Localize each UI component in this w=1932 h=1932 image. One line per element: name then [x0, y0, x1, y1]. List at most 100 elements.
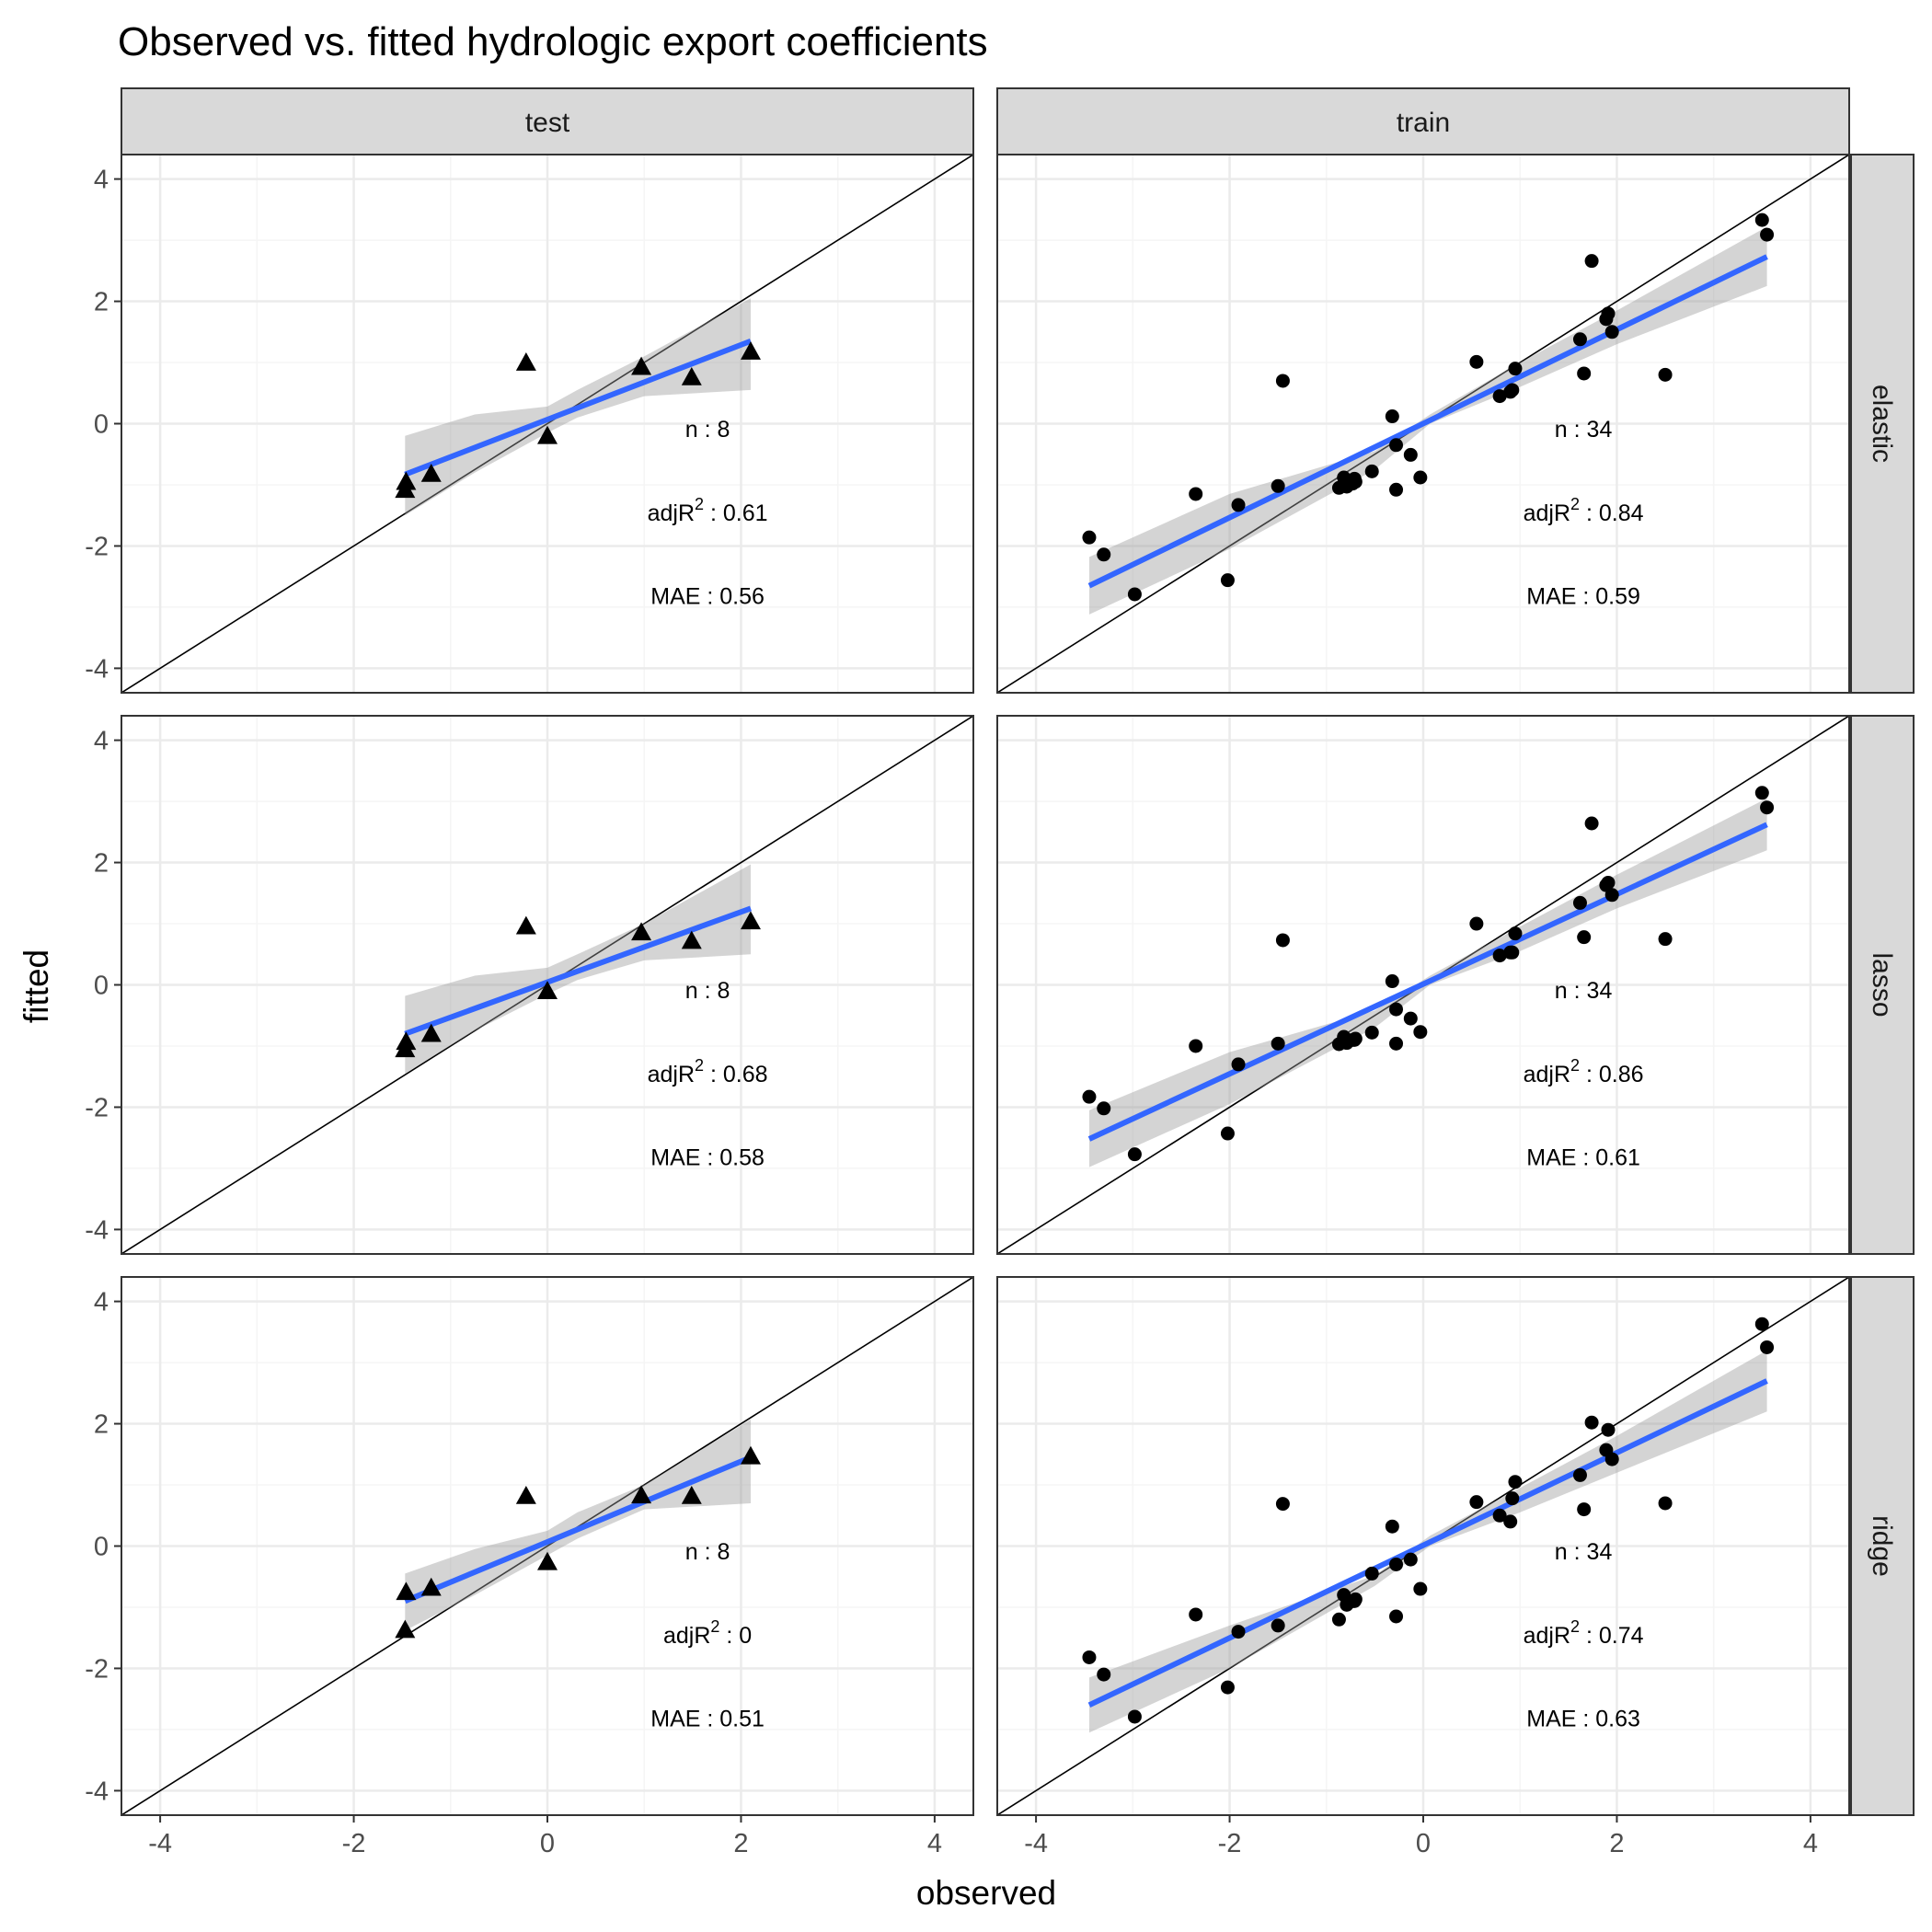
row-strip-label: lasso [1867, 952, 1897, 1017]
data-point [1389, 438, 1404, 453]
data-point [1508, 926, 1523, 941]
data-point [1584, 1415, 1599, 1430]
x-tick-label: 2 [733, 1829, 748, 1858]
identity-line [121, 155, 973, 693]
data-point [1275, 374, 1290, 388]
annotation-mae: MAE : 0.59 [1526, 583, 1640, 609]
panel-border [996, 154, 1850, 694]
x-tick-label: 4 [927, 1829, 942, 1858]
x-tick-label: 2 [1609, 1829, 1624, 1858]
data-point [1364, 1566, 1379, 1581]
annotation-adj-r2: adjR2 : 0 [663, 1617, 752, 1649]
data-point-triangle [420, 1577, 442, 1596]
data-point [1275, 933, 1290, 948]
data-point-triangle [740, 341, 761, 360]
panel-lasso-train: n : 34 adjR2 : 0.86 MAE : 0.61 [996, 715, 1850, 1255]
data-point [1097, 1101, 1111, 1116]
data-point-triangle [515, 352, 536, 371]
data-point [1189, 1607, 1203, 1622]
data-point [1503, 1514, 1518, 1529]
row-strip-label: ridge [1867, 1515, 1897, 1577]
data-point [1584, 254, 1599, 269]
data-point [1505, 945, 1520, 960]
annotation-mae: MAE : 0.56 [650, 583, 765, 609]
x-axis-title: observed [916, 1874, 1056, 1912]
annotation-n: n : 34 [1555, 978, 1613, 1004]
data-point [1601, 306, 1616, 321]
data-point-triangle [396, 471, 417, 490]
data-point-triangle [420, 464, 442, 482]
data-point [1508, 362, 1523, 376]
panel-ridge-train: n : 34 adjR2 : 0.74 MAE : 0.63 -4 -2 0 2 4 [996, 1276, 1850, 1858]
annotation-n: n : 8 [685, 978, 730, 1004]
data-point [1364, 464, 1379, 478]
data-point [1577, 1502, 1592, 1517]
data-point [1469, 1495, 1484, 1510]
data-point-triangle [395, 1619, 416, 1639]
column-strip [996, 87, 1850, 155]
data-point [1385, 1519, 1399, 1534]
data-point [1389, 1002, 1404, 1017]
column-strip-label: train [1397, 108, 1450, 138]
annotation-n: n : 34 [1555, 1539, 1613, 1565]
panel-elastic-train: n : 34 adjR2 : 0.84 MAE : 0.59 [996, 154, 1850, 694]
y-tick-label: -2 [85, 532, 109, 561]
x-tick-label: 4 [1803, 1829, 1818, 1858]
column-strip-label: test [525, 108, 570, 138]
data-point [1601, 1422, 1616, 1437]
data-point [1220, 1680, 1235, 1695]
data-point [1082, 1650, 1097, 1664]
data-point [1231, 498, 1246, 512]
data-point [1271, 1036, 1285, 1051]
annotation-n: n : 8 [685, 417, 730, 443]
data-point [1492, 389, 1507, 404]
data-point [1389, 482, 1404, 497]
fit-line [1087, 1378, 1768, 1708]
y-tick-label: 2 [94, 849, 109, 879]
data-point [1385, 409, 1399, 424]
data-point [1347, 1032, 1362, 1047]
data-point [1505, 1491, 1520, 1506]
data-point-triangle [681, 930, 702, 949]
annotation-mae: MAE : 0.58 [650, 1144, 765, 1170]
data-point [1082, 530, 1097, 545]
data-point [1127, 1709, 1142, 1724]
data-point [1505, 383, 1520, 397]
y-tick-label: 2 [94, 288, 109, 317]
x-tick-label: -4 [1024, 1829, 1048, 1858]
data-point [1508, 1475, 1523, 1489]
annotation-adj-r2: adjR2 : 0.84 [1524, 495, 1644, 526]
x-tick-label: -2 [1218, 1829, 1242, 1858]
data-point [1604, 888, 1619, 903]
y-tick-label: 2 [94, 1410, 109, 1440]
y-tick-label: 0 [94, 972, 109, 1001]
annotation-adj-r2: adjR2 : 0.61 [648, 495, 768, 526]
data-point [1364, 1025, 1379, 1040]
data-point [1097, 547, 1111, 562]
data-point-triangle [420, 1023, 442, 1042]
data-point [1389, 1609, 1404, 1624]
row-strip-label: elastic [1867, 385, 1897, 463]
data-point [1572, 332, 1587, 347]
annotation-mae: MAE : 0.63 [1526, 1706, 1640, 1731]
data-point [1331, 1612, 1346, 1627]
data-point [1572, 895, 1587, 910]
data-point-triangle [740, 1445, 761, 1465]
data-point [1492, 1508, 1507, 1523]
data-point [1760, 227, 1775, 242]
data-point [1604, 325, 1619, 339]
data-point [1389, 1036, 1404, 1051]
data-point-triangle [515, 915, 536, 935]
y-tick-label: 0 [94, 1533, 109, 1562]
y-tick-label: -4 [85, 1215, 109, 1245]
confidence-ribbon [405, 1419, 751, 1631]
annotation-adj-r2: adjR2 : 0.86 [1524, 1056, 1644, 1087]
data-point-triangle [740, 911, 761, 930]
column-strip [121, 87, 974, 155]
x-tick-label: 0 [1416, 1829, 1431, 1858]
fit-line [1087, 822, 1768, 1142]
y-tick-label: 0 [94, 410, 109, 440]
row-strip [1850, 154, 1915, 694]
data-point [1469, 354, 1484, 369]
